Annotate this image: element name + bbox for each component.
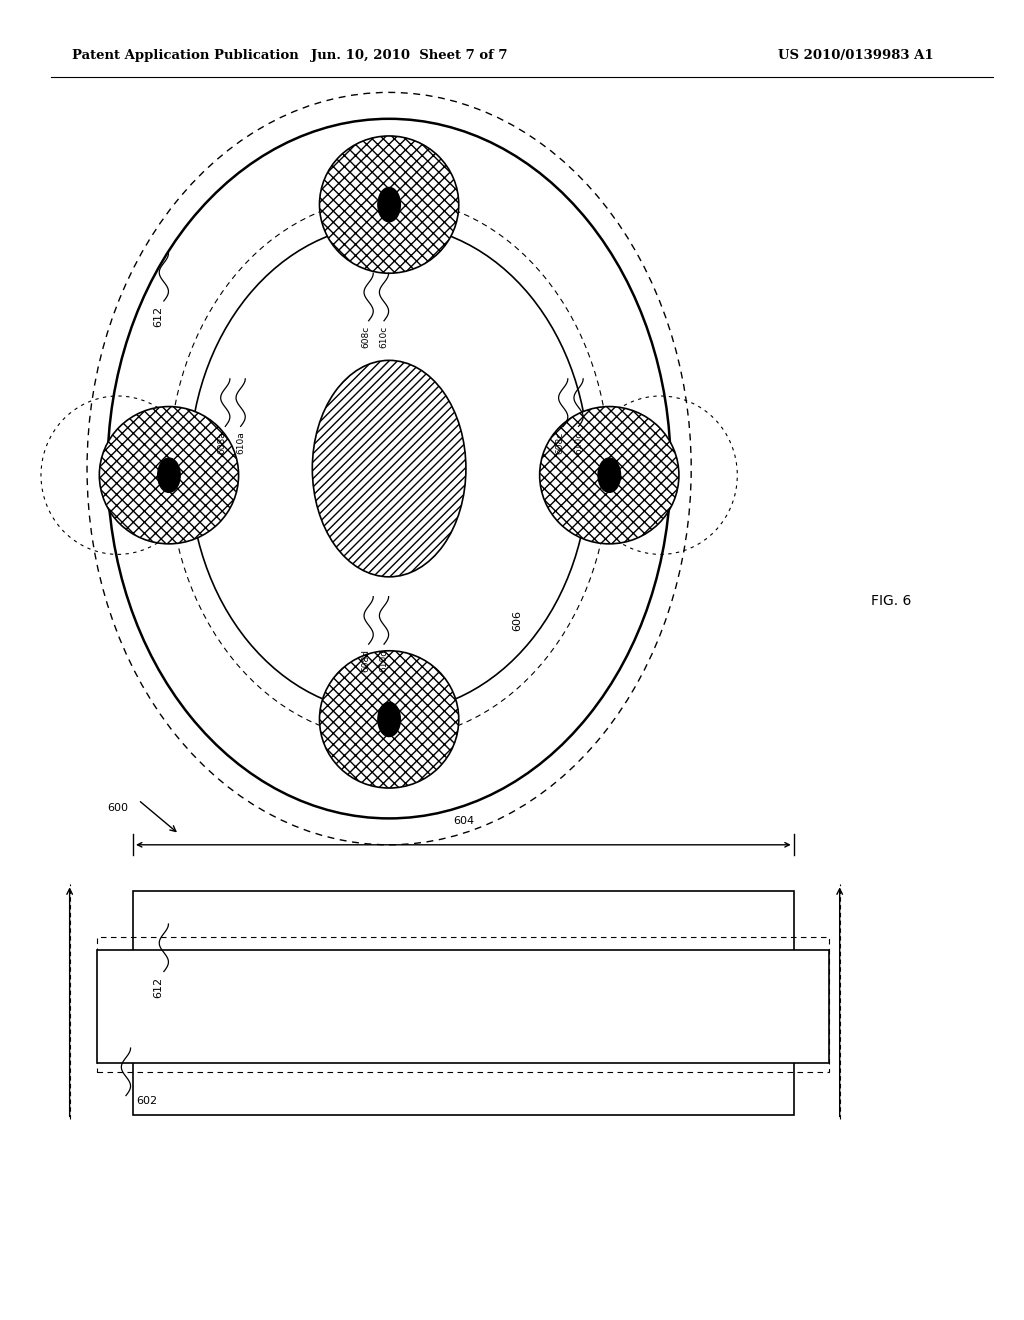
Ellipse shape (158, 458, 180, 492)
Ellipse shape (540, 407, 679, 544)
Ellipse shape (378, 187, 400, 222)
Bar (97, 937, 829, 1072)
Text: 610c: 610c (380, 326, 388, 348)
Text: 612: 612 (154, 977, 164, 998)
Text: 612: 612 (154, 306, 164, 327)
Text: US 2010/0139983 A1: US 2010/0139983 A1 (778, 49, 934, 62)
Text: 608a: 608a (218, 432, 226, 454)
Ellipse shape (312, 360, 466, 577)
Text: 608c: 608c (361, 326, 370, 348)
Ellipse shape (378, 702, 400, 737)
Text: 604: 604 (454, 816, 474, 826)
Ellipse shape (319, 651, 459, 788)
Ellipse shape (108, 119, 671, 818)
Text: 608d: 608d (361, 649, 370, 672)
Text: 610d: 610d (380, 649, 388, 672)
Text: 606: 606 (512, 610, 522, 631)
Ellipse shape (319, 136, 459, 273)
Bar (97, 950, 829, 1063)
Ellipse shape (99, 407, 239, 544)
Text: 610c: 610c (574, 432, 583, 454)
Text: 602: 602 (136, 1096, 158, 1106)
Text: Patent Application Publication: Patent Application Publication (72, 49, 298, 62)
Ellipse shape (598, 458, 621, 492)
Text: FIG. 6: FIG. 6 (870, 594, 911, 607)
Text: 608c: 608c (556, 432, 564, 454)
Bar (133, 891, 794, 1115)
Text: 600: 600 (108, 803, 128, 813)
Text: 610a: 610a (237, 432, 245, 454)
Text: Jun. 10, 2010  Sheet 7 of 7: Jun. 10, 2010 Sheet 7 of 7 (311, 49, 508, 62)
